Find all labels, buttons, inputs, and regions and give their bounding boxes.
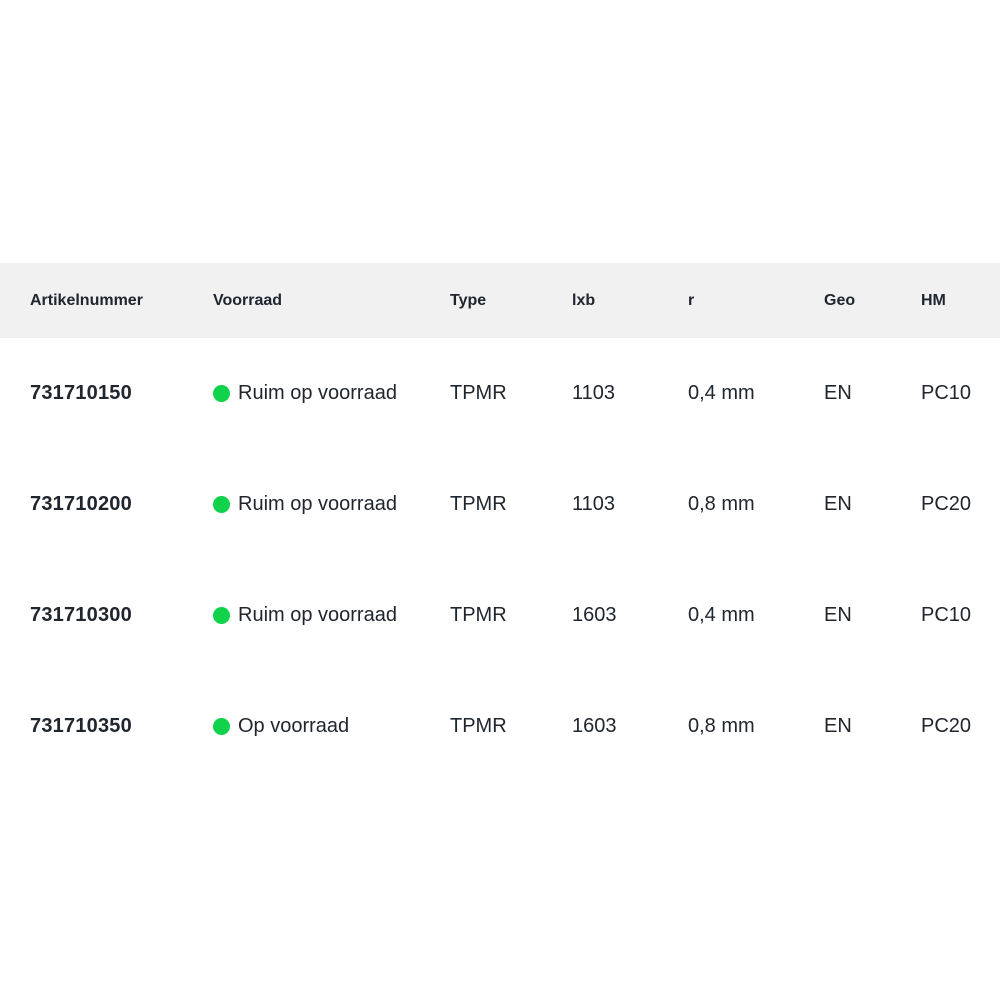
cell-lxb: 1603: [572, 604, 617, 626]
cell-hm: PC10: [921, 382, 972, 404]
stock-label: Ruim op voorraad: [238, 604, 397, 626]
stock-label: Ruim op voorraad: [238, 382, 397, 404]
article-number[interactable]: 731710300: [30, 604, 132, 626]
table-header-row: Artikelnummer Voorraad Type lxb r Geo HM: [0, 263, 1000, 338]
column-header-geo: Geo: [824, 291, 856, 309]
stock-dot-icon: [213, 607, 230, 624]
cell-type: TPMR: [450, 382, 507, 404]
cell-type: TPMR: [450, 715, 507, 737]
stock-status: Ruim op voorraad: [213, 604, 450, 627]
cell-type: TPMR: [450, 604, 507, 626]
table-row[interactable]: 731710300 Ruim op voorraad TPMR 1603 0,4…: [0, 560, 1000, 671]
stock-dot-icon: [213, 496, 230, 513]
cell-r: 0,8 mm: [688, 715, 755, 737]
column-header-voorraad: Voorraad: [213, 291, 283, 309]
cell-type: TPMR: [450, 493, 507, 515]
cell-geo: EN: [824, 715, 852, 737]
cell-hm: PC20: [921, 715, 972, 737]
article-number[interactable]: 731710350: [30, 715, 132, 737]
cell-r: 0,4 mm: [688, 382, 755, 404]
cell-lxb: 1103: [572, 493, 616, 515]
stock-dot-icon: [213, 385, 230, 402]
stock-dot-icon: [213, 718, 230, 735]
cell-hm: PC10: [921, 604, 972, 626]
stock-status: Ruim op voorraad: [213, 493, 450, 516]
stock-label: Op voorraad: [238, 715, 350, 737]
cell-r: 0,4 mm: [688, 604, 755, 626]
table-row[interactable]: 731710150 Ruim op voorraad TPMR 1103 0,4…: [0, 338, 1000, 449]
column-header-artikelnummer: Artikelnummer: [30, 291, 143, 309]
table-row[interactable]: 731710200 Ruim op voorraad TPMR 1103 0,8…: [0, 449, 1000, 560]
cell-hm: PC20: [921, 493, 972, 515]
column-header-lxb: lxb: [572, 291, 596, 309]
product-variant-table: Artikelnummer Voorraad Type lxb r Geo HM…: [0, 263, 1000, 782]
cell-lxb: 1103: [572, 382, 616, 404]
stock-label: Ruim op voorraad: [238, 493, 397, 515]
column-header-r: r: [688, 291, 695, 309]
column-header-hm: HM: [921, 291, 946, 309]
cell-geo: EN: [824, 493, 852, 515]
article-number[interactable]: 731710150: [30, 382, 132, 404]
cell-geo: EN: [824, 604, 852, 626]
stock-status: Ruim op voorraad: [213, 382, 450, 405]
column-header-type: Type: [450, 291, 487, 309]
article-number[interactable]: 731710200: [30, 493, 132, 515]
cell-lxb: 1603: [572, 715, 617, 737]
cell-r: 0,8 mm: [688, 493, 755, 515]
stock-status: Op voorraad: [213, 715, 450, 738]
table-row[interactable]: 731710350 Op voorraad TPMR 1603 0,8 mm E…: [0, 671, 1000, 782]
cell-geo: EN: [824, 382, 852, 404]
